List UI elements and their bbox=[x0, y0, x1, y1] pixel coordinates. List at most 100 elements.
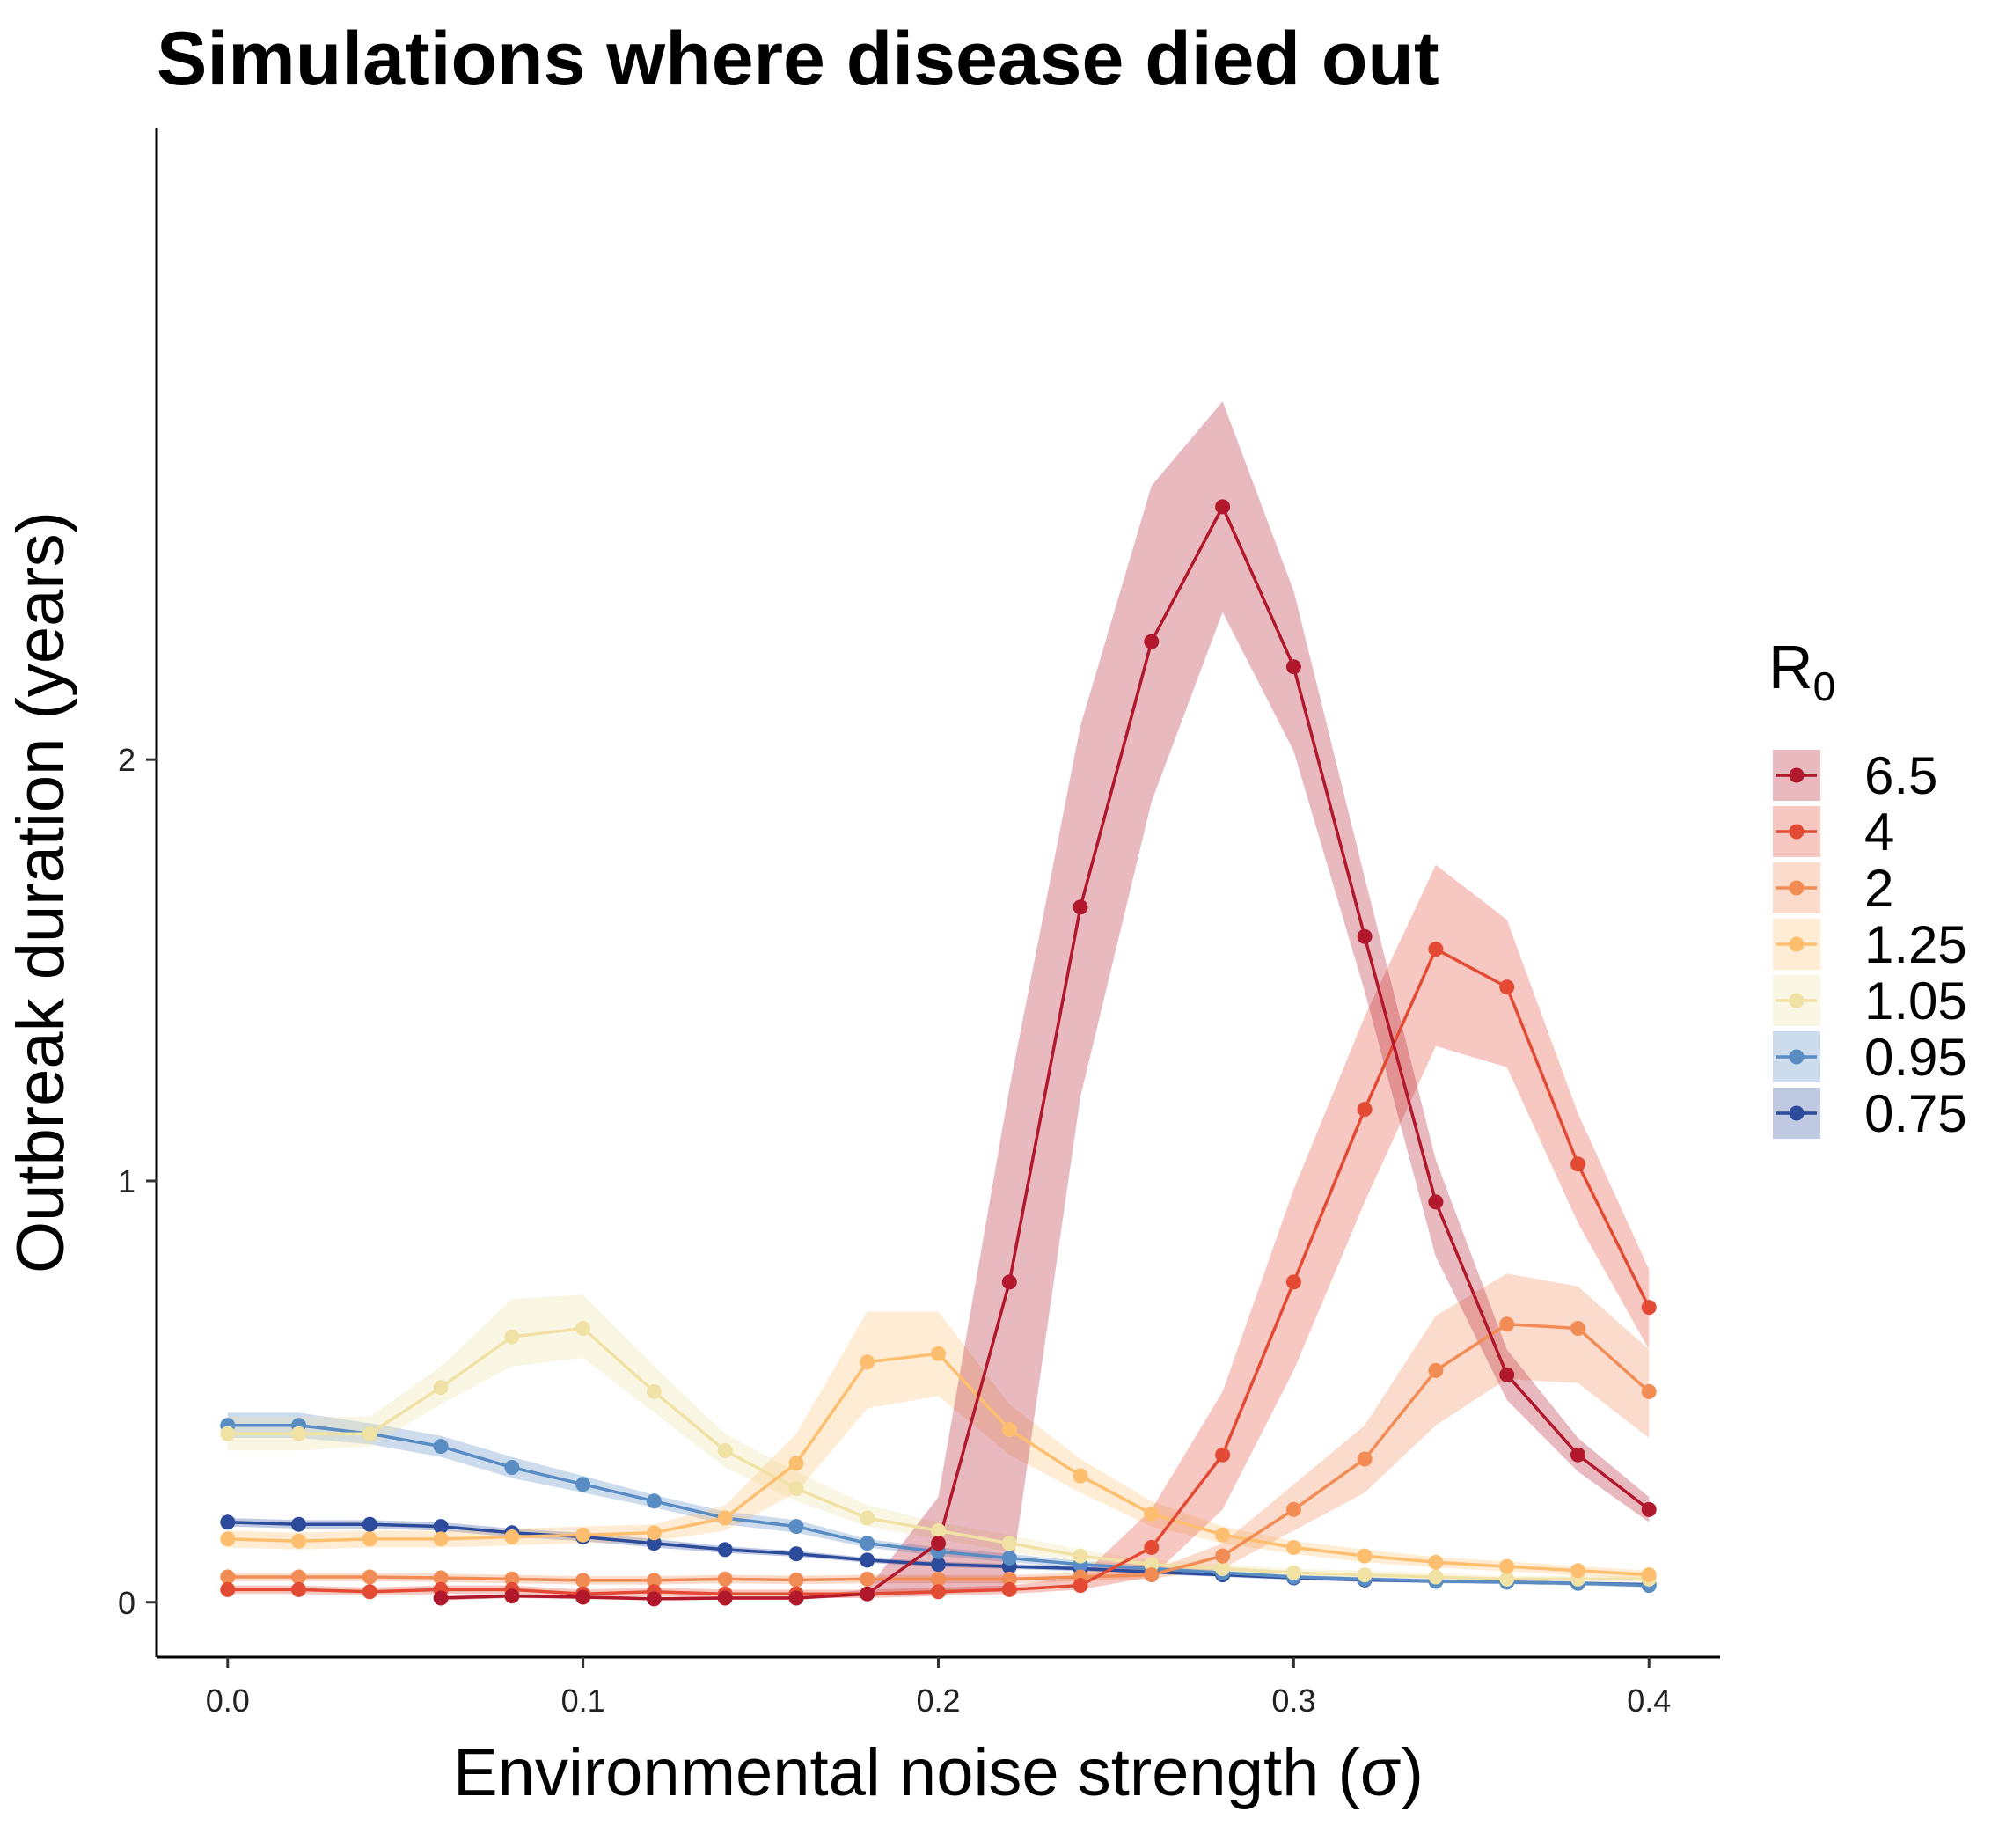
point-r0-2 bbox=[1001, 1571, 1017, 1587]
legend-label: 2 bbox=[1864, 859, 1893, 918]
legend-label: 0.75 bbox=[1864, 1084, 1967, 1143]
legend-title-main: R bbox=[1768, 633, 1813, 701]
point-r0-0-95 bbox=[646, 1493, 662, 1509]
point-r0-0-95 bbox=[575, 1477, 591, 1492]
point-r0-4 bbox=[1001, 1581, 1017, 1597]
point-r0-0-75 bbox=[646, 1536, 662, 1551]
point-r0-1-25 bbox=[1641, 1567, 1657, 1583]
point-r0-1-05 bbox=[1428, 1569, 1444, 1585]
legend-item: 0.95 bbox=[1773, 1028, 1967, 1087]
legend-label: 4 bbox=[1864, 803, 1893, 862]
point-r0-2 bbox=[1144, 1567, 1160, 1583]
point-r0-0-95 bbox=[504, 1460, 520, 1475]
point-r0-1-25 bbox=[575, 1527, 591, 1543]
point-r0-2 bbox=[362, 1569, 377, 1585]
x-tick-label: 0.4 bbox=[1627, 1683, 1671, 1719]
point-r0-2 bbox=[504, 1571, 520, 1587]
point-r0-1-05 bbox=[788, 1481, 804, 1496]
legend-title-subscript: 0 bbox=[1813, 664, 1836, 709]
point-r0-2 bbox=[1499, 1316, 1515, 1332]
point-r0-1-25 bbox=[1001, 1422, 1017, 1437]
point-r0-6-5 bbox=[504, 1588, 520, 1604]
point-r0-1-25 bbox=[1499, 1558, 1515, 1574]
point-r0-6-5 bbox=[1641, 1501, 1657, 1517]
point-r0-4 bbox=[1499, 979, 1515, 995]
point-r0-1-05 bbox=[220, 1426, 236, 1441]
point-r0-1-05 bbox=[433, 1380, 449, 1396]
point-r0-1-05 bbox=[1499, 1571, 1515, 1587]
point-r0-6-5 bbox=[1073, 899, 1088, 915]
point-r0-2 bbox=[931, 1571, 946, 1587]
point-r0-1-05 bbox=[860, 1510, 875, 1526]
point-r0-1-05 bbox=[1144, 1557, 1160, 1573]
point-r0-6-5 bbox=[1499, 1367, 1515, 1382]
point-r0-1-25 bbox=[1215, 1527, 1231, 1543]
point-r0-1-25 bbox=[860, 1354, 875, 1370]
point-r0-6-5 bbox=[788, 1590, 804, 1606]
legend-point bbox=[1789, 993, 1805, 1008]
legend-item: 0.75 bbox=[1773, 1084, 1967, 1143]
point-r0-4 bbox=[931, 1584, 946, 1600]
point-r0-1-25 bbox=[1073, 1468, 1088, 1484]
point-r0-4 bbox=[1357, 1102, 1373, 1118]
point-r0-1-25 bbox=[291, 1533, 306, 1549]
point-r0-0-75 bbox=[220, 1514, 236, 1530]
point-r0-6-5 bbox=[1215, 499, 1231, 515]
point-r0-2 bbox=[646, 1573, 662, 1588]
x-tick-label: 0.2 bbox=[916, 1683, 960, 1719]
point-r0-1-25 bbox=[717, 1510, 733, 1526]
legend-item: 1.05 bbox=[1773, 972, 1967, 1030]
point-r0-0-75 bbox=[291, 1516, 306, 1532]
line-r0-6-5 bbox=[441, 502, 1651, 1601]
point-r0-1-05 bbox=[575, 1321, 591, 1336]
point-r0-4 bbox=[1215, 1447, 1231, 1463]
point-r0-4 bbox=[1570, 1156, 1585, 1172]
y-tick-label: 1 bbox=[118, 1163, 135, 1199]
point-r0-1-25 bbox=[220, 1531, 236, 1547]
legend-label: 0.95 bbox=[1864, 1028, 1967, 1087]
legend-item: 2 bbox=[1773, 859, 1893, 918]
point-r0-0-75 bbox=[717, 1542, 733, 1558]
point-r0-2 bbox=[1641, 1383, 1657, 1399]
point-r0-1-25 bbox=[788, 1456, 804, 1471]
point-r0-2 bbox=[1215, 1548, 1231, 1564]
series-points bbox=[220, 499, 1657, 1607]
point-r0-2 bbox=[717, 1571, 733, 1587]
point-r0-1-05 bbox=[646, 1383, 662, 1399]
point-r0-1-25 bbox=[504, 1529, 520, 1544]
point-r0-1-05 bbox=[717, 1442, 733, 1458]
point-r0-1-05 bbox=[1357, 1567, 1373, 1583]
y-tick-label: 2 bbox=[118, 742, 135, 778]
point-r0-6-5 bbox=[1285, 659, 1301, 675]
legend-label: 6.5 bbox=[1864, 746, 1937, 805]
y-axis-title: Outbreak duration (years) bbox=[4, 511, 78, 1273]
point-r0-4 bbox=[291, 1581, 306, 1597]
point-r0-1-05 bbox=[1285, 1565, 1301, 1580]
point-r0-2 bbox=[788, 1572, 804, 1588]
legend-item: 6.5 bbox=[1773, 746, 1937, 805]
point-r0-4 bbox=[220, 1581, 236, 1597]
point-r0-1-25 bbox=[1144, 1506, 1160, 1522]
point-r0-1-25 bbox=[646, 1525, 662, 1541]
point-r0-2 bbox=[220, 1569, 236, 1585]
point-r0-1-25 bbox=[1428, 1554, 1444, 1570]
point-r0-1-25 bbox=[433, 1531, 449, 1547]
legend-point bbox=[1789, 936, 1805, 952]
point-r0-2 bbox=[433, 1570, 449, 1586]
point-r0-6-5 bbox=[717, 1590, 733, 1606]
confidence-bands bbox=[227, 401, 1650, 1601]
point-r0-6-5 bbox=[1357, 928, 1373, 944]
point-r0-6-5 bbox=[646, 1591, 662, 1607]
point-r0-1-05 bbox=[504, 1329, 520, 1345]
point-r0-0-95 bbox=[860, 1536, 875, 1551]
point-r0-4 bbox=[1285, 1274, 1301, 1290]
point-r0-1-25 bbox=[1357, 1548, 1373, 1564]
point-r0-0-95 bbox=[788, 1519, 804, 1535]
legend-point bbox=[1789, 1049, 1805, 1065]
series-lines bbox=[227, 502, 1651, 1601]
point-r0-1-05 bbox=[1001, 1536, 1017, 1551]
point-r0-6-5 bbox=[1001, 1274, 1017, 1290]
point-r0-6-5 bbox=[1570, 1447, 1585, 1463]
